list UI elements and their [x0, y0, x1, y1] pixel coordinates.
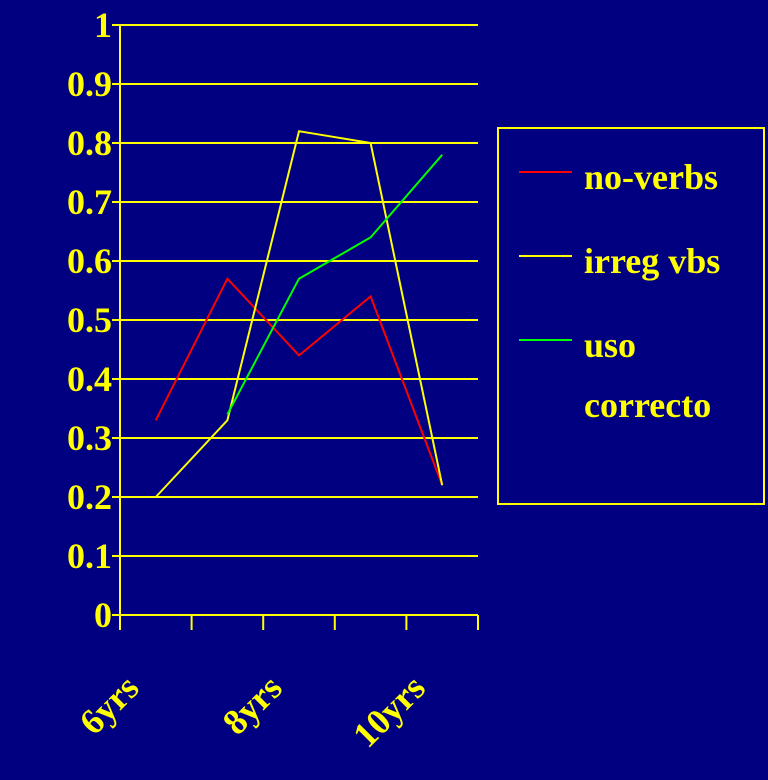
y-tick-label: 0.3: [67, 418, 112, 458]
legend-key: [519, 171, 572, 173]
series-line: [155, 130, 444, 498]
y-tick-label: 0: [94, 595, 112, 635]
legend: no-verbs irreg vbs uso correcto: [497, 127, 765, 505]
y-tick-label: 0.1: [67, 536, 112, 576]
series-line: [154, 276, 444, 486]
x-tick-label: 6yrs: [72, 667, 147, 742]
legend-key: [519, 255, 572, 257]
y-tick-label: 0.8: [67, 123, 112, 163]
legend-label: uso correcto: [584, 325, 712, 425]
y-tick-label: 0.6: [67, 241, 112, 281]
legend-key: [519, 339, 572, 341]
legend-label: no-verbs: [584, 157, 718, 197]
legend-entry: uso correcto: [499, 315, 763, 435]
y-tick-label: 0.5: [67, 300, 112, 340]
legend-entry: irreg vbs: [499, 231, 763, 291]
y-tick-label: 0.2: [67, 477, 112, 517]
x-tick-label: 8yrs: [215, 667, 290, 742]
y-tick-label: 0.4: [67, 359, 112, 399]
y-tick-label: 0.9: [67, 64, 112, 104]
x-tick-label: 10yrs: [345, 667, 433, 755]
legend-entry: no-verbs: [499, 147, 763, 207]
y-tick-label: 1: [94, 5, 112, 45]
legend-label: irreg vbs: [584, 241, 721, 281]
y-tick-label: 0.7: [67, 182, 112, 222]
series-line: [226, 154, 443, 415]
